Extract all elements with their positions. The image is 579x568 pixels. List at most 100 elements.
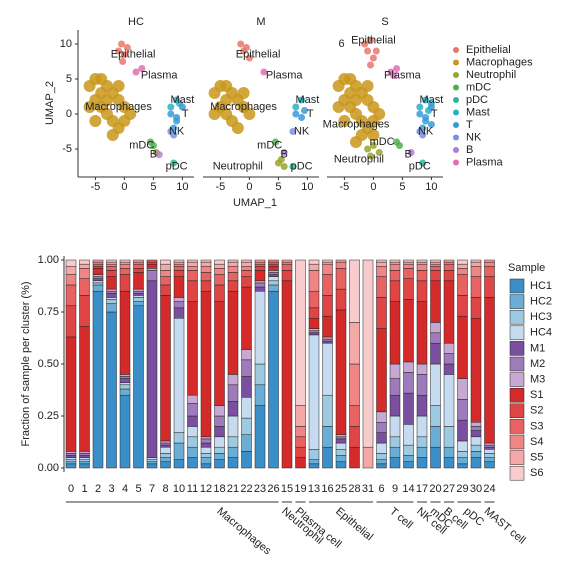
bar-segment — [430, 280, 441, 323]
bar-segment — [79, 455, 90, 458]
bar-segment — [389, 301, 401, 365]
x-tick-label: 4 — [122, 483, 128, 495]
cell-point — [170, 159, 178, 167]
y-tick-label: 0.25 — [38, 410, 59, 422]
legend-swatch — [509, 372, 525, 387]
bar-segment — [160, 440, 171, 444]
bar-segment — [430, 446, 441, 469]
legend-swatch — [453, 72, 459, 78]
bar-segment — [308, 307, 320, 319]
x-tick-label: -5 — [216, 181, 226, 193]
bar-segment — [214, 259, 225, 265]
bar-segment — [457, 399, 468, 421]
cell-point — [422, 117, 430, 125]
bar-segment — [79, 263, 90, 269]
cluster-label: T — [182, 108, 189, 120]
bar-segment — [106, 311, 117, 469]
bar-segment — [254, 405, 266, 469]
legend-label: S4 — [530, 436, 543, 448]
cell-point — [372, 47, 380, 55]
bar-segment — [443, 353, 455, 365]
cell-point — [178, 103, 186, 111]
bar-segment — [173, 259, 185, 263]
bar-segment — [214, 405, 225, 417]
bar-segment — [376, 259, 387, 263]
bar-segment — [241, 270, 252, 277]
bar-segment — [187, 270, 198, 282]
bar-segment — [457, 274, 468, 296]
legend-swatch — [453, 159, 459, 166]
bar-segment — [187, 259, 198, 263]
legend-title: Sample — [508, 262, 545, 274]
bar-segment — [254, 363, 266, 386]
y-tick-label: 0 — [66, 108, 72, 120]
legend-swatch — [509, 465, 525, 481]
cell-point — [115, 47, 123, 55]
legend-swatch — [509, 294, 525, 309]
cell-point — [298, 114, 306, 121]
cluster-label: NK — [169, 125, 185, 137]
cluster-label: pDC — [166, 160, 188, 172]
bar-segment — [389, 394, 401, 417]
legend-swatch — [509, 403, 525, 419]
bar-segment — [389, 415, 401, 438]
bar-segment — [416, 363, 428, 375]
bar-segment — [430, 259, 441, 263]
cell-point — [350, 136, 362, 148]
bar-segment — [457, 463, 468, 469]
bar-segment — [160, 284, 171, 296]
bar-segment — [214, 415, 225, 427]
bar-segment — [160, 453, 171, 458]
bar-segment — [376, 276, 387, 298]
legend-swatch — [509, 450, 525, 465]
cell-point — [119, 58, 127, 65]
bar-segment — [389, 436, 401, 448]
cell-point — [123, 44, 131, 51]
bar-segment — [146, 261, 158, 265]
bar-segment — [227, 415, 239, 438]
bar-segment — [322, 336, 333, 340]
bar-segment — [443, 280, 455, 344]
bar-segment — [268, 290, 279, 469]
legend-label: T — [466, 119, 473, 131]
bar-segment — [214, 268, 225, 275]
cell-point — [350, 94, 362, 106]
bar-segment — [389, 446, 401, 458]
y-tick-label: -5 — [62, 143, 72, 155]
bar-segment — [443, 374, 455, 427]
bar-segment — [484, 265, 495, 277]
bar-segment — [457, 440, 468, 452]
cell-point — [167, 110, 175, 118]
bar-segment — [146, 463, 158, 469]
cluster-label: Epithelial — [111, 48, 156, 60]
legend-label: HC1 — [530, 280, 552, 292]
cluster-label: NK — [418, 125, 434, 137]
bar-segment — [241, 451, 252, 469]
legend-label: HC2 — [530, 296, 552, 308]
cluster-label: NK — [294, 125, 310, 137]
bar-segment — [389, 363, 401, 379]
bar-segment — [200, 438, 212, 444]
cell-point — [298, 96, 306, 104]
x-tick-label: 31 — [362, 483, 374, 495]
bar-segment — [241, 261, 252, 267]
cell-point — [220, 94, 233, 106]
bar-segment — [416, 259, 428, 263]
bar-segment — [430, 265, 441, 271]
bar-segment — [187, 426, 198, 438]
cell-point — [369, 54, 377, 62]
legend-label: M1 — [530, 342, 545, 354]
bar-segment — [187, 394, 198, 404]
bar-segment — [187, 265, 198, 271]
bar-segment — [349, 259, 360, 323]
legend-swatch — [509, 309, 525, 325]
bar-segment — [106, 299, 117, 304]
bar-segment — [133, 297, 144, 302]
bar-segment — [133, 268, 144, 273]
bar-segment — [214, 284, 225, 302]
x-tick-label: 14 — [402, 483, 414, 495]
cell-point — [289, 128, 297, 135]
cell-point — [118, 40, 125, 48]
bar-segment — [106, 261, 117, 265]
bar-segment — [119, 382, 131, 386]
